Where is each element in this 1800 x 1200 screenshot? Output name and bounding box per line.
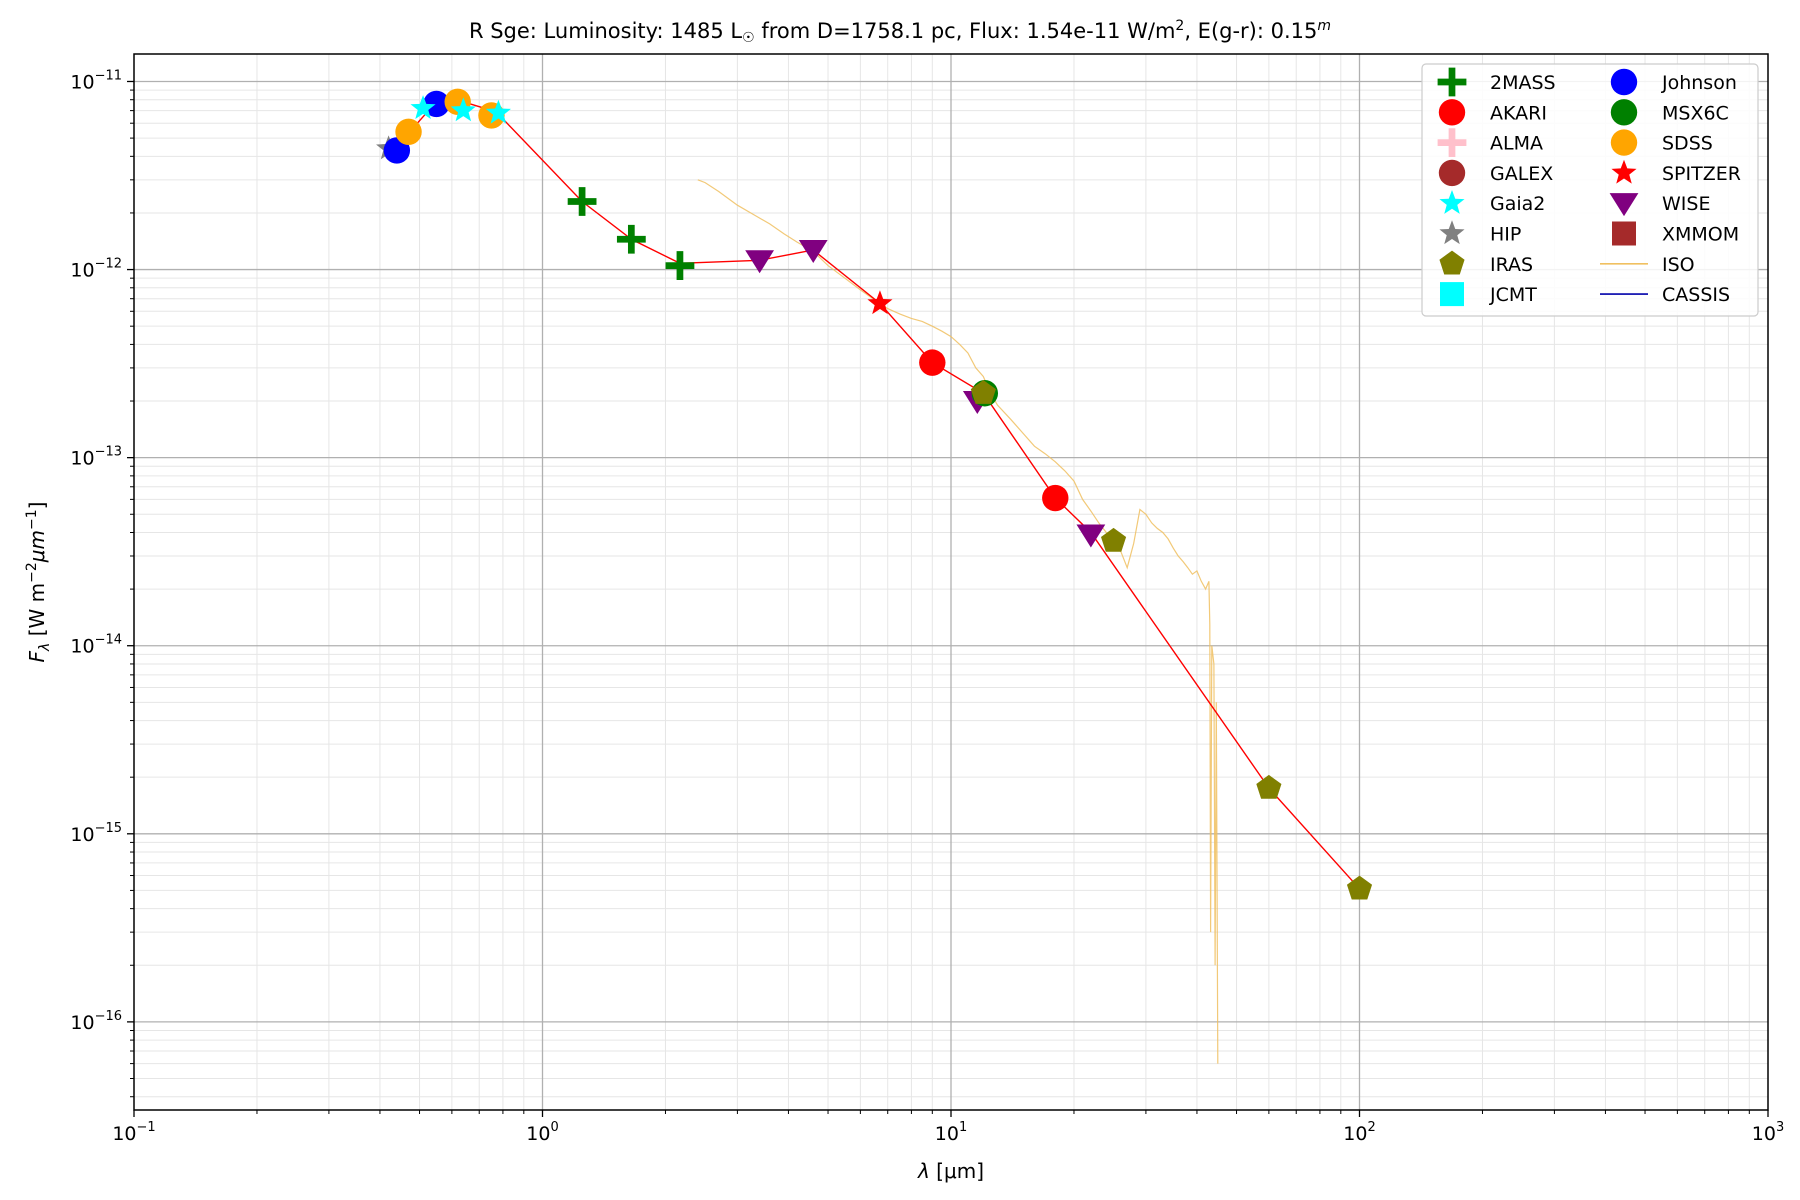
point-iras bbox=[1256, 774, 1282, 799]
legend-label: SDSS bbox=[1662, 133, 1713, 155]
legend-label: Johnson bbox=[1661, 72, 1737, 94]
legend-label: GALEX bbox=[1490, 163, 1553, 185]
x-tick-label: 102 bbox=[1343, 1120, 1375, 1145]
legend-item-johnson: Johnson bbox=[1610, 68, 1737, 96]
x-axis-ticks: 10−1 100 101 102 103 bbox=[112, 1110, 1784, 1145]
legend-item-jcmt: JCMT bbox=[1440, 282, 1537, 307]
point-2mass bbox=[567, 187, 597, 216]
point-gaia2 bbox=[450, 97, 476, 122]
legend-label: JCMT bbox=[1489, 284, 1537, 306]
x-tick-label: 100 bbox=[526, 1120, 558, 1145]
series-gaia2 bbox=[410, 95, 511, 124]
x-tick-label: 10−1 bbox=[112, 1120, 155, 1145]
legend-label: ALMA bbox=[1490, 133, 1543, 155]
x-tick-label: 101 bbox=[935, 1120, 967, 1145]
legend-label: CASSIS bbox=[1662, 284, 1730, 306]
point-johnson bbox=[423, 90, 450, 118]
series-sdss bbox=[395, 88, 505, 146]
legend-item-sdss: SDSS bbox=[1610, 129, 1713, 156]
point-iras bbox=[1346, 875, 1373, 900]
point-2mass bbox=[616, 224, 646, 254]
legend-item-iras: IRAS bbox=[1439, 250, 1533, 276]
legend-item-msx6c: MSX6C bbox=[1610, 99, 1729, 126]
legend-marker-wise bbox=[1609, 193, 1639, 217]
point-wise bbox=[1076, 524, 1106, 548]
legend-marker-alma bbox=[1437, 128, 1467, 157]
legend-item-xmmom: XMMOM bbox=[1612, 221, 1739, 246]
legend-item-spitzer: SPITZER bbox=[1611, 159, 1741, 185]
legend-item-gaia2: Gaia2 bbox=[1439, 190, 1545, 215]
legend-item-alma: ALMA bbox=[1437, 128, 1543, 157]
legend-label: AKARI bbox=[1490, 102, 1547, 124]
legend-box bbox=[1421, 63, 1759, 317]
legend-marker-hip bbox=[1439, 220, 1465, 245]
legend-marker-spitzer bbox=[1611, 159, 1637, 184]
legend-marker-msx6c bbox=[1610, 99, 1638, 126]
legend-label: Gaia2 bbox=[1490, 193, 1545, 215]
legend-marker-iras bbox=[1439, 250, 1465, 275]
legend-item-cassis: CASSIS bbox=[1600, 284, 1730, 306]
legend-label: SPITZER bbox=[1662, 163, 1741, 185]
legend-marker-xmmom bbox=[1612, 221, 1636, 246]
point-wise bbox=[798, 239, 828, 263]
iso-spectrum-layer bbox=[697, 179, 1219, 1064]
point-sdss bbox=[395, 118, 422, 146]
y-axis-ticks: 10−16 10−15 10−14 10−13 10−12 10−11 bbox=[70, 68, 134, 1098]
legend-item-galex: GALEX bbox=[1438, 159, 1553, 187]
series-akari bbox=[919, 349, 1069, 512]
x-axis-label: λ [μm] bbox=[917, 1159, 984, 1183]
legend-marker-gaia2 bbox=[1439, 190, 1465, 214]
legend-marker-jcmt bbox=[1440, 282, 1464, 307]
model-sed-line bbox=[394, 101, 1361, 890]
legend-item-akari: AKARI bbox=[1438, 99, 1547, 126]
series-wise bbox=[745, 239, 1106, 548]
chart-title: R Sge: Luminosity: 1485 L☉ from D=1758.1… bbox=[469, 18, 1331, 46]
iso-spectrum-line bbox=[697, 179, 1219, 1064]
point-akari bbox=[1042, 484, 1069, 512]
y-tick-label: 10−16 bbox=[70, 1009, 122, 1034]
legend-label: XMMOM bbox=[1662, 224, 1739, 246]
legend-marker-galex bbox=[1438, 159, 1466, 187]
y-tick-label: 10−11 bbox=[70, 68, 122, 93]
model-line-layer bbox=[394, 101, 1361, 890]
legend-item-wise: WISE bbox=[1609, 193, 1710, 217]
legend-label: MSX6C bbox=[1662, 102, 1729, 124]
y-tick-label: 10−12 bbox=[70, 257, 122, 282]
y-axis-label: Fλ [W m−2μm−1] bbox=[24, 502, 53, 663]
point-2mass bbox=[665, 251, 695, 280]
legend-label: WISE bbox=[1662, 193, 1710, 215]
point-gaia2 bbox=[485, 99, 511, 124]
series-iras bbox=[970, 380, 1373, 900]
point-iras bbox=[970, 380, 996, 404]
legend-marker-akari bbox=[1438, 99, 1466, 126]
legend-marker-sdss bbox=[1610, 129, 1638, 156]
legend-marker-2mass bbox=[1437, 67, 1467, 97]
point-iras bbox=[1101, 527, 1127, 552]
legend-item-iso: ISO bbox=[1600, 254, 1695, 276]
legend: 2MASS AKARI ALMA GALEX Gaia2 HIP IRAS JCMT Johns… bbox=[1421, 63, 1759, 317]
legend-item-hip: HIP bbox=[1439, 220, 1521, 246]
legend-marker-johnson bbox=[1610, 68, 1638, 96]
legend-label: ISO bbox=[1662, 254, 1695, 276]
series-2mass bbox=[567, 187, 695, 280]
y-tick-label: 10−14 bbox=[70, 633, 122, 658]
point-wise bbox=[745, 250, 775, 274]
legend-label: HIP bbox=[1490, 224, 1521, 246]
series-spitzer bbox=[867, 290, 893, 315]
point-gaia2 bbox=[410, 95, 436, 119]
point-akari bbox=[919, 349, 946, 376]
x-tick-label: 103 bbox=[1752, 1120, 1784, 1145]
photometry-points-layer bbox=[376, 88, 1373, 900]
point-spitzer bbox=[867, 290, 893, 315]
legend-item-2mass: 2MASS bbox=[1437, 67, 1556, 97]
y-tick-label: 10−13 bbox=[70, 445, 122, 470]
y-tick-label: 10−15 bbox=[70, 821, 122, 846]
legend-label: IRAS bbox=[1490, 254, 1533, 276]
legend-label: 2MASS bbox=[1490, 72, 1556, 94]
